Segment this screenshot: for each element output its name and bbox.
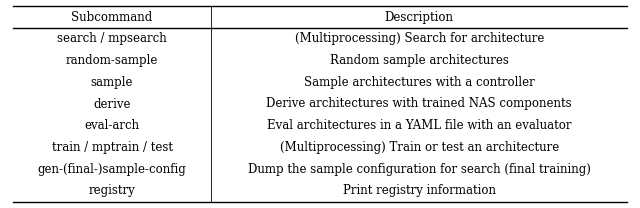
Text: (Multiprocessing) Train or test an architecture: (Multiprocessing) Train or test an archi… <box>280 141 559 154</box>
Text: random-sample: random-sample <box>66 54 158 67</box>
Text: search / mpsearch: search / mpsearch <box>57 32 167 45</box>
Text: Dump the sample configuration for search (final training): Dump the sample configuration for search… <box>248 163 591 176</box>
Text: (Multiprocessing) Search for architecture: (Multiprocessing) Search for architectur… <box>294 32 544 45</box>
Text: Subcommand: Subcommand <box>72 11 152 24</box>
Text: Sample architectures with a controller: Sample architectures with a controller <box>304 76 534 89</box>
Text: Eval architectures in a YAML file with an evaluator: Eval architectures in a YAML file with a… <box>267 119 572 132</box>
Text: Print registry information: Print registry information <box>342 184 496 197</box>
Text: derive: derive <box>93 98 131 110</box>
Text: registry: registry <box>88 184 136 197</box>
Text: train / mptrain / test: train / mptrain / test <box>51 141 173 154</box>
Text: gen-(final-)sample-config: gen-(final-)sample-config <box>38 163 186 176</box>
Text: eval-arch: eval-arch <box>84 119 140 132</box>
Text: Derive architectures with trained NAS components: Derive architectures with trained NAS co… <box>266 98 572 110</box>
Text: Random sample architectures: Random sample architectures <box>330 54 509 67</box>
Text: Description: Description <box>385 11 454 24</box>
Text: sample: sample <box>91 76 133 89</box>
